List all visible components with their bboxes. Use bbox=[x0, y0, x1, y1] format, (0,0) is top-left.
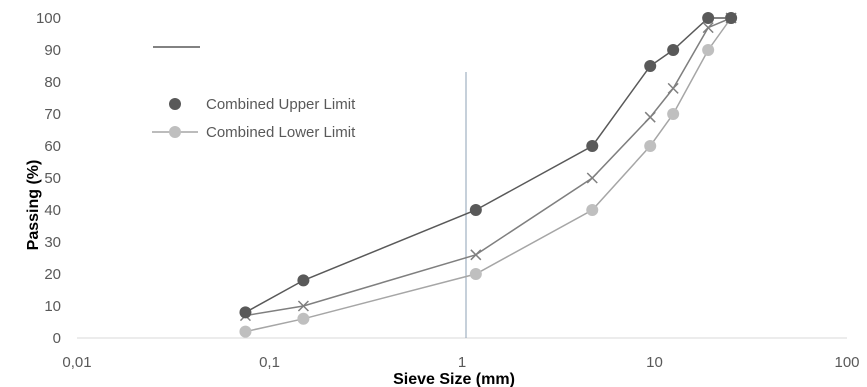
x-tick-label: 0,1 bbox=[259, 354, 280, 371]
x-axis-title: Sieve Size (mm) bbox=[393, 371, 515, 387]
data-point-lower bbox=[586, 204, 599, 216]
data-point-x bbox=[644, 111, 656, 123]
legend-label-upper: Combined Upper Limit bbox=[206, 96, 356, 113]
y-axis-title: Passing (%) bbox=[25, 160, 42, 251]
data-point-x bbox=[702, 22, 714, 34]
data-point-upper bbox=[644, 60, 657, 72]
data-point-x bbox=[667, 82, 679, 94]
series-line-2 bbox=[245, 17, 732, 317]
data-point-upper bbox=[469, 204, 482, 216]
y-tick-label: 50 bbox=[44, 170, 61, 187]
data-point-upper bbox=[667, 44, 680, 56]
y-tick-label: 60 bbox=[44, 138, 61, 155]
legend-lower-marker bbox=[169, 126, 181, 138]
y-tick-label: 90 bbox=[44, 42, 61, 59]
x-tick-labels: 0,01 0,1 1 10 100 bbox=[62, 354, 859, 371]
data-point-upper bbox=[297, 274, 310, 287]
data-point-upper bbox=[725, 12, 738, 24]
series-line-1 bbox=[245, 17, 732, 333]
data-point-x bbox=[297, 300, 309, 312]
y-tick-label: 70 bbox=[44, 106, 61, 123]
y-tick-labels: 0 10 20 30 40 50 60 70 80 90 100 bbox=[36, 10, 61, 347]
legend-background bbox=[62, 30, 459, 70]
x-tick-label: 100 bbox=[834, 354, 859, 371]
data-point-x bbox=[586, 172, 598, 184]
data-point-lower bbox=[644, 140, 657, 152]
data-point-x bbox=[470, 249, 482, 261]
data-point-upper bbox=[702, 12, 715, 24]
plot-area bbox=[67, 18, 847, 338]
x-tick-label: 0,01 bbox=[62, 354, 91, 371]
y-tick-label: 40 bbox=[44, 202, 61, 219]
series-layer bbox=[239, 12, 738, 338]
data-point-upper bbox=[239, 306, 252, 319]
legend-label-lower: Combined Lower Limit bbox=[206, 124, 356, 141]
y-tick-label: 80 bbox=[44, 74, 61, 91]
legend-upper-marker bbox=[169, 98, 181, 110]
y-tick-label: 10 bbox=[44, 298, 61, 315]
data-point-lower bbox=[297, 312, 310, 325]
data-point-lower bbox=[702, 44, 715, 56]
y-tick-label: 0 bbox=[53, 330, 61, 347]
series-line-0 bbox=[245, 17, 732, 314]
data-point-lower bbox=[239, 325, 252, 338]
legend: Combined Upper Limit Combined Lower Limi… bbox=[62, 30, 459, 141]
x-tick-label: 10 bbox=[646, 354, 663, 371]
y-tick-label: 20 bbox=[44, 266, 61, 283]
y-tick-label: 100 bbox=[36, 10, 61, 27]
data-point-lower bbox=[469, 268, 482, 280]
x-tick-label: 1 bbox=[458, 354, 466, 371]
data-point-upper bbox=[586, 140, 599, 152]
y-tick-label: 30 bbox=[44, 234, 61, 251]
data-point-lower bbox=[667, 108, 680, 120]
